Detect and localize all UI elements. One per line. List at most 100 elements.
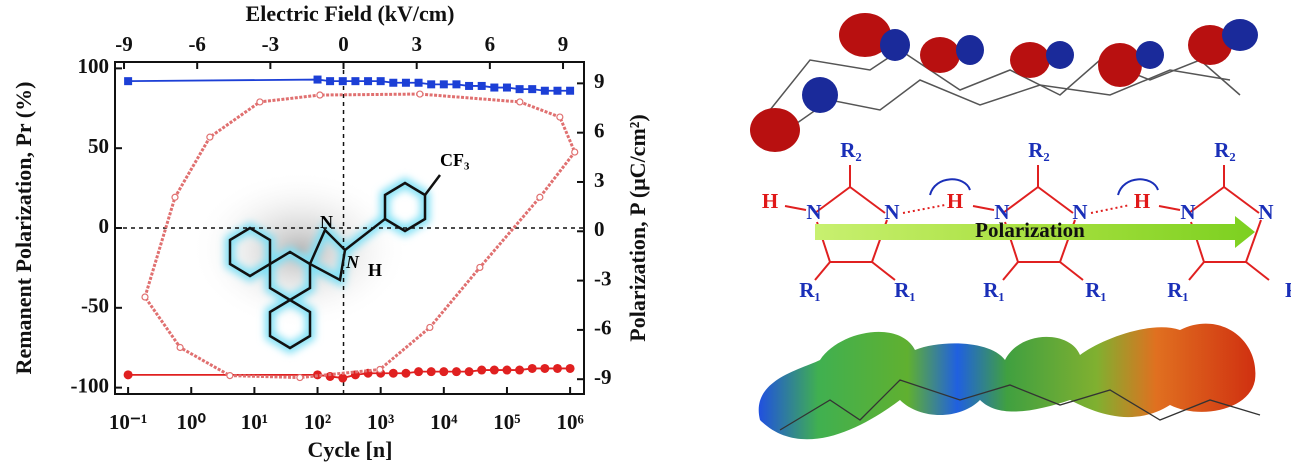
marker xyxy=(465,367,474,376)
marker xyxy=(557,114,563,120)
marker xyxy=(124,77,132,85)
orbital-picture xyxy=(750,13,1258,152)
marker xyxy=(502,366,511,375)
marker xyxy=(566,364,575,373)
marker xyxy=(417,91,423,97)
marker xyxy=(414,367,423,376)
atom: N xyxy=(1180,200,1195,224)
atom: N xyxy=(884,200,899,224)
substituent: R₁ xyxy=(1167,278,1188,302)
marker xyxy=(490,84,498,92)
atom: H xyxy=(947,189,963,213)
x2-tick-label: 6 xyxy=(485,32,496,56)
inset-label: N xyxy=(345,252,360,272)
atom: N xyxy=(994,200,1009,224)
x2-tick-label: 9 xyxy=(558,32,569,56)
x-tick-label: 10⁰ xyxy=(177,410,207,434)
substituent: R₁ xyxy=(799,278,820,302)
atom: H xyxy=(1134,189,1150,213)
atom: N xyxy=(1258,200,1273,224)
marker xyxy=(515,366,524,375)
x2-tick-label: -9 xyxy=(115,32,133,56)
marker xyxy=(541,87,549,95)
x-tick-label: 10⁵ xyxy=(493,410,520,434)
y-tick-label: 50 xyxy=(88,134,109,158)
marker xyxy=(415,79,423,87)
marker xyxy=(326,77,334,85)
inset-molecule: N N H CF₃ xyxy=(190,150,470,348)
marker xyxy=(427,80,435,88)
marker xyxy=(389,79,397,87)
x2-tick-label: 0 xyxy=(338,32,349,56)
y2-axis-title: Polarization, P (μC/cm²) xyxy=(625,114,650,341)
marker xyxy=(377,367,383,373)
y2-tick-label: 3 xyxy=(594,168,605,192)
marker xyxy=(142,294,148,300)
substituent: R₁ xyxy=(1085,278,1106,302)
marker xyxy=(402,79,410,87)
inset-label: CF₃ xyxy=(440,150,470,170)
marker xyxy=(572,149,578,155)
marker xyxy=(377,77,385,85)
y2-tick-label: -9 xyxy=(594,365,612,389)
substituent: R₂ xyxy=(1214,138,1235,162)
marker xyxy=(177,344,183,350)
y2-tick-label: -6 xyxy=(594,316,612,340)
marker xyxy=(490,366,499,375)
marker xyxy=(503,84,511,92)
atom: N xyxy=(1072,200,1087,224)
marker xyxy=(440,80,448,88)
x-tick-label: 10⁻¹ xyxy=(109,410,147,434)
marker xyxy=(517,99,523,105)
marker xyxy=(427,324,433,330)
inset-label: H xyxy=(368,260,382,280)
x2-tick-label: 3 xyxy=(411,32,422,56)
marker xyxy=(516,85,524,93)
figure: N N H CF₃ Cycle [n] Electric Field (kV/c… xyxy=(0,0,1291,468)
marker xyxy=(477,264,483,270)
marker xyxy=(172,194,178,200)
marker xyxy=(528,85,536,93)
y-tick-label: -100 xyxy=(71,373,110,397)
y2-tick-label: 9 xyxy=(594,69,605,93)
marker xyxy=(364,77,372,85)
substituent: R₁ xyxy=(894,278,915,302)
marker xyxy=(124,370,133,379)
y-tick-label: -50 xyxy=(81,294,109,318)
marker xyxy=(439,367,448,376)
marker xyxy=(351,77,359,85)
substituent: R₁ xyxy=(1285,278,1291,302)
marker xyxy=(553,364,562,373)
marker xyxy=(553,87,561,95)
y-tick-label: 0 xyxy=(99,214,110,238)
y-axis-title: Remanent Polarization, Pr (%) xyxy=(11,82,36,375)
substituent: R₁ xyxy=(983,278,1004,302)
x2-tick-label: -6 xyxy=(188,32,206,56)
marker xyxy=(537,194,543,200)
marker xyxy=(528,364,537,373)
marker xyxy=(540,364,549,373)
marker xyxy=(401,369,410,378)
marker xyxy=(465,82,473,90)
substituent: R₂ xyxy=(1028,138,1049,162)
y2-tick-label: 6 xyxy=(594,118,605,142)
x2-tick-label: -3 xyxy=(262,32,280,56)
x-tick-label: 10¹ xyxy=(241,410,268,434)
marker xyxy=(227,373,233,379)
y2-tick-label: -3 xyxy=(594,266,612,290)
x-tick-label: 10² xyxy=(304,410,331,434)
marker xyxy=(257,99,263,105)
potential-surface xyxy=(759,324,1260,440)
x-tick-label: 10⁶ xyxy=(556,410,583,434)
marker xyxy=(207,134,213,140)
substituent: R₂ xyxy=(840,138,861,162)
marker xyxy=(317,92,323,98)
marker xyxy=(566,87,574,95)
marker xyxy=(297,375,303,381)
x-axis-title: Cycle [n] xyxy=(308,437,393,462)
marker xyxy=(452,80,460,88)
marker xyxy=(452,367,461,376)
y2-tick-label: 0 xyxy=(594,217,605,241)
marker xyxy=(389,369,398,378)
atom: N xyxy=(806,200,821,224)
